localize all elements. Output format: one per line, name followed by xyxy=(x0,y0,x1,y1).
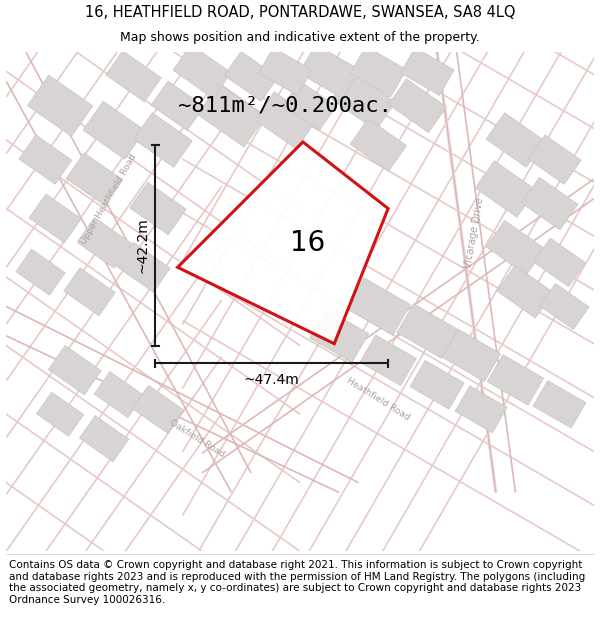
Polygon shape xyxy=(475,161,536,217)
Polygon shape xyxy=(350,119,407,171)
Polygon shape xyxy=(49,346,101,395)
Text: ~811m²/~0.200ac.: ~811m²/~0.200ac. xyxy=(178,96,392,116)
Polygon shape xyxy=(528,135,581,184)
Text: 16: 16 xyxy=(290,229,325,257)
Polygon shape xyxy=(299,44,360,99)
Polygon shape xyxy=(455,386,507,432)
Polygon shape xyxy=(197,84,265,147)
Polygon shape xyxy=(173,44,231,98)
Polygon shape xyxy=(539,283,589,329)
Polygon shape xyxy=(486,221,545,275)
Polygon shape xyxy=(116,242,170,292)
Polygon shape xyxy=(151,81,204,131)
Polygon shape xyxy=(486,112,545,168)
Polygon shape xyxy=(79,416,129,462)
Polygon shape xyxy=(224,51,278,101)
Polygon shape xyxy=(497,266,553,318)
Polygon shape xyxy=(134,112,192,168)
Polygon shape xyxy=(28,75,93,136)
Text: Oakfield Road: Oakfield Road xyxy=(168,418,226,459)
Polygon shape xyxy=(400,48,454,96)
Polygon shape xyxy=(487,354,544,405)
Text: Contains OS data © Crown copyright and database right 2021. This information is : Contains OS data © Crown copyright and d… xyxy=(9,560,585,605)
Text: Vicarage Drive: Vicarage Drive xyxy=(463,197,485,269)
Polygon shape xyxy=(37,392,84,436)
Polygon shape xyxy=(254,92,316,149)
Polygon shape xyxy=(94,371,143,418)
Polygon shape xyxy=(388,79,446,132)
Polygon shape xyxy=(350,46,407,97)
Text: Map shows position and indicative extent of the property.: Map shows position and indicative extent… xyxy=(120,31,480,44)
Polygon shape xyxy=(130,182,186,235)
Polygon shape xyxy=(64,268,115,316)
Polygon shape xyxy=(397,304,458,358)
Polygon shape xyxy=(521,177,578,230)
Polygon shape xyxy=(332,71,395,131)
Polygon shape xyxy=(533,381,586,428)
Polygon shape xyxy=(360,335,416,386)
Polygon shape xyxy=(259,48,312,96)
Polygon shape xyxy=(29,194,81,242)
Polygon shape xyxy=(178,142,388,344)
Polygon shape xyxy=(533,238,586,287)
Text: Upper Heathfield Road: Upper Heathfield Road xyxy=(79,152,139,246)
Polygon shape xyxy=(106,51,161,102)
Polygon shape xyxy=(16,249,65,295)
Polygon shape xyxy=(19,135,72,184)
Text: ~42.2m: ~42.2m xyxy=(136,217,149,273)
Polygon shape xyxy=(132,385,184,433)
Polygon shape xyxy=(283,81,336,131)
Polygon shape xyxy=(410,361,464,409)
Polygon shape xyxy=(83,101,145,159)
Polygon shape xyxy=(77,217,131,268)
Polygon shape xyxy=(310,309,368,362)
Text: ~47.4m: ~47.4m xyxy=(244,373,299,387)
Polygon shape xyxy=(346,278,410,335)
Text: 16, HEATHFIELD ROAD, PONTARDAWE, SWANSEA, SA8 4LQ: 16, HEATHFIELD ROAD, PONTARDAWE, SWANSEA… xyxy=(85,6,515,21)
Text: Heathfield Road: Heathfield Road xyxy=(345,376,412,423)
Polygon shape xyxy=(442,329,500,382)
Polygon shape xyxy=(66,153,122,206)
